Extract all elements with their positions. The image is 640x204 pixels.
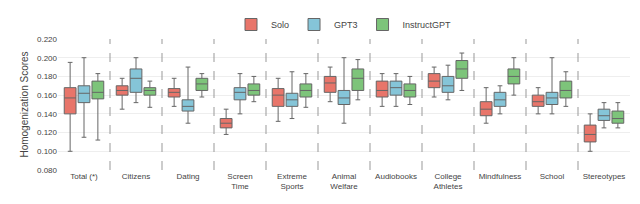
svg-text:School: School bbox=[540, 172, 565, 181]
svg-text:ScreenTime: ScreenTime bbox=[227, 172, 252, 191]
svg-text:Stereotypes: Stereotypes bbox=[583, 172, 626, 181]
svg-text:Homogenization Scores: Homogenization Scores bbox=[19, 51, 30, 157]
svg-text:Dating: Dating bbox=[176, 172, 199, 181]
svg-text:Solo: Solo bbox=[271, 20, 289, 30]
svg-text:0.180: 0.180 bbox=[37, 72, 58, 81]
svg-text:AnimalWelfare: AnimalWelfare bbox=[330, 172, 358, 191]
svg-text:Citizens: Citizens bbox=[122, 172, 150, 181]
svg-text:0.100: 0.100 bbox=[37, 147, 58, 156]
svg-text:ExtremeSports: ExtremeSports bbox=[277, 172, 307, 191]
svg-text:0.120: 0.120 bbox=[37, 128, 58, 137]
svg-text:0.160: 0.160 bbox=[37, 91, 58, 100]
svg-text:CollegeAthletes: CollegeAthletes bbox=[434, 172, 463, 191]
svg-text:0.140: 0.140 bbox=[37, 110, 58, 119]
svg-text:GPT3: GPT3 bbox=[334, 20, 358, 30]
svg-text:Mindfulness: Mindfulness bbox=[479, 172, 522, 181]
svg-text:0.080: 0.080 bbox=[37, 166, 58, 175]
svg-text:0.220: 0.220 bbox=[37, 35, 58, 44]
svg-text:0.200: 0.200 bbox=[37, 54, 58, 63]
svg-text:Audiobooks: Audiobooks bbox=[375, 172, 417, 181]
svg-text:Total (*): Total (*) bbox=[70, 172, 98, 181]
svg-text:InstructGPT: InstructGPT bbox=[403, 20, 452, 30]
